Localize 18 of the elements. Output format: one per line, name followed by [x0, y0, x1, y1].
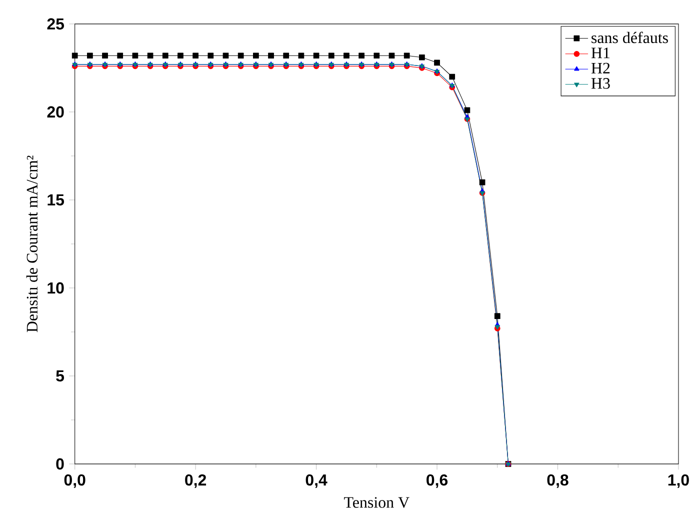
legend-label: H1	[591, 48, 610, 58]
y-tick-label: 25	[47, 18, 64, 30]
y-tick-label: 5	[56, 370, 64, 382]
y-axis-title: Densitı de Courant mA/cm²	[26, 156, 38, 332]
x-tick-label: 0,4	[306, 474, 328, 488]
legend-label: H2	[591, 62, 610, 74]
legend-label: H3	[591, 78, 610, 89]
legend-label: sans défauts	[592, 32, 668, 44]
y-tick-label: 20	[47, 106, 64, 118]
y-tick-label: 15	[48, 194, 64, 206]
x-tick-label: 0,6	[426, 474, 448, 488]
x-axis-title: Tension V	[344, 497, 410, 508]
x-tick-label: 1,0	[668, 474, 689, 488]
x-tick-label: 0,0	[64, 474, 86, 488]
y-tick-label: 10	[48, 282, 64, 294]
y-tick-label: 0	[56, 458, 64, 470]
x-tick-label: 0,2	[185, 474, 206, 488]
x-tick-label: 0,8	[547, 474, 568, 488]
